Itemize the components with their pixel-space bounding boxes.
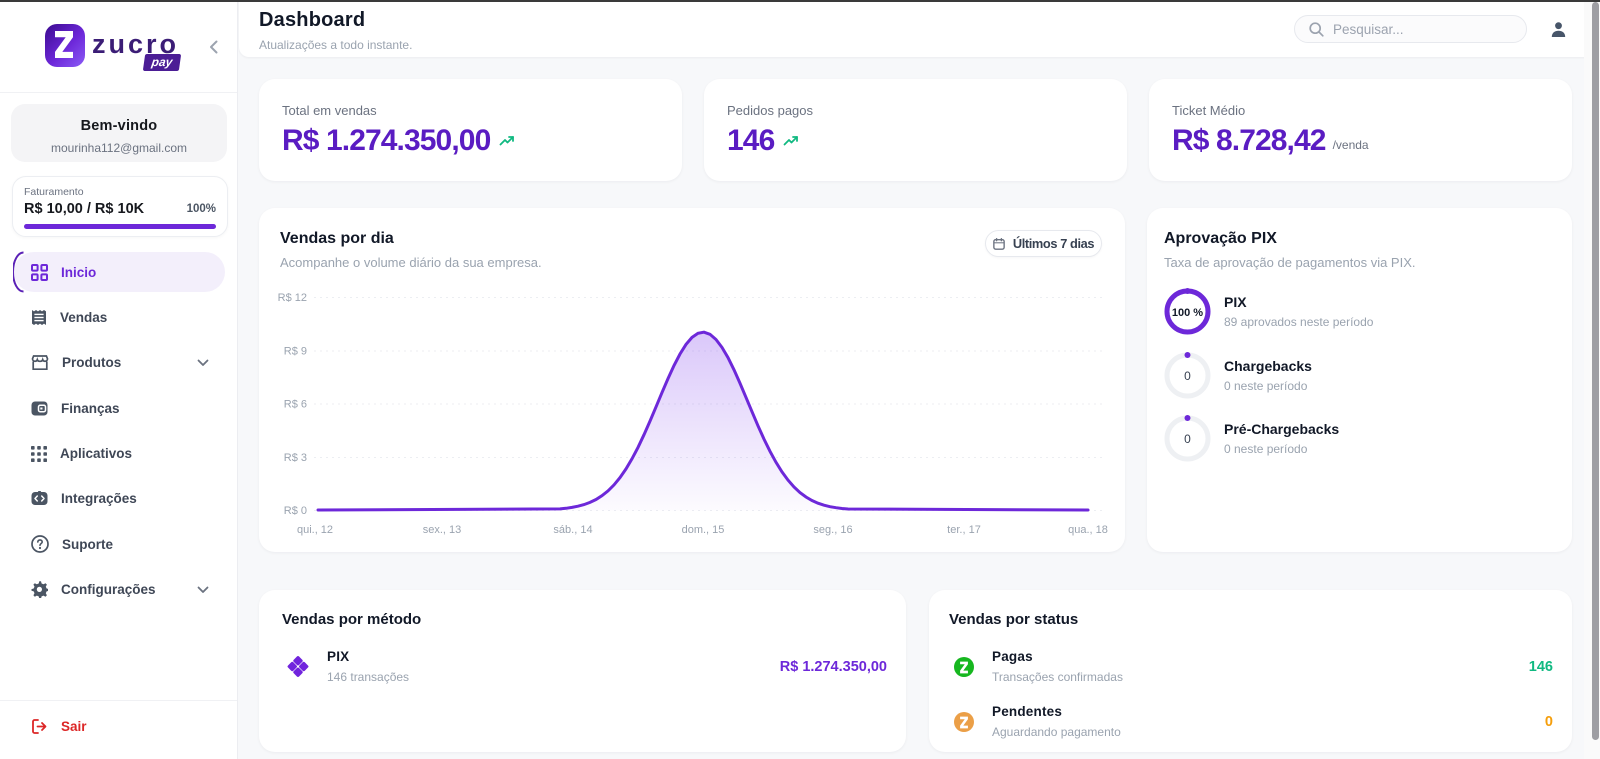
- svg-text:qui., 12: qui., 12: [297, 524, 333, 536]
- svg-text:ter., 17: ter., 17: [947, 524, 981, 536]
- svg-text:100 %: 100 %: [1172, 307, 1203, 319]
- svg-text:R$ 9: R$ 9: [284, 346, 307, 358]
- svg-text:R$ 6: R$ 6: [284, 399, 307, 411]
- svg-text:0: 0: [1184, 432, 1191, 446]
- svg-text:sáb., 14: sáb., 14: [553, 524, 592, 536]
- svg-text:dom., 15: dom., 15: [682, 524, 725, 536]
- svg-text:sex., 13: sex., 13: [423, 524, 462, 536]
- svg-text:qua., 18: qua., 18: [1068, 524, 1108, 536]
- svg-text:seg., 16: seg., 16: [813, 524, 852, 536]
- svg-text:R$ 0: R$ 0: [284, 505, 307, 517]
- svg-text:R$ 12: R$ 12: [278, 292, 307, 304]
- svg-text:0: 0: [1184, 369, 1191, 383]
- svg-text:R$ 3: R$ 3: [284, 452, 307, 464]
